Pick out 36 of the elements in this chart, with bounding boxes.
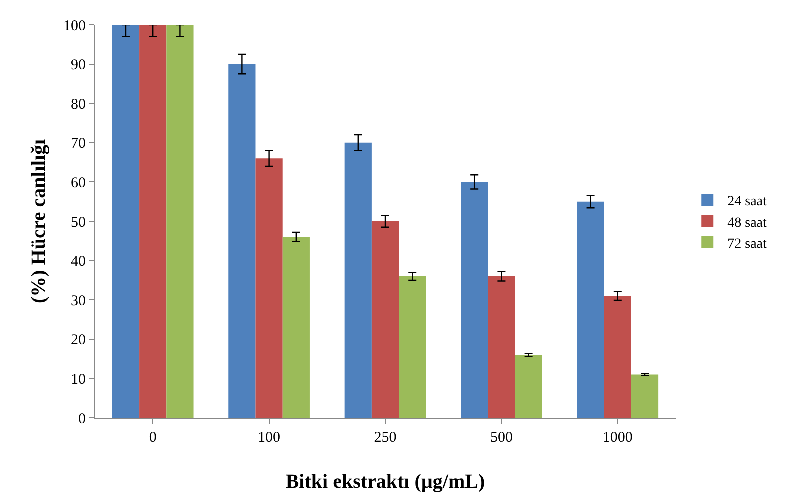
bar [399, 276, 426, 418]
legend-label: 48 saat [728, 216, 767, 231]
y-tick-label: 10 [71, 372, 86, 388]
x-tick-label: 100 [258, 430, 281, 446]
y-axis-title: (%) Hücre canlılığı [28, 139, 50, 304]
bar [372, 222, 400, 418]
bar [488, 276, 516, 418]
y-tick-label: 100 [64, 18, 86, 34]
y-tick-label: 40 [71, 254, 86, 270]
bar [140, 25, 167, 418]
y-tick-label: 90 [71, 58, 86, 74]
bar [344, 142, 372, 418]
bar [228, 64, 256, 418]
x-tick-label: 500 [490, 430, 513, 446]
bar [166, 25, 194, 418]
bar [577, 202, 604, 418]
bar [515, 355, 542, 418]
y-tick-label: 70 [71, 136, 86, 152]
bar [256, 158, 283, 418]
legend-label: 24 saat [728, 194, 767, 210]
bar [461, 182, 488, 418]
y-tick-label: 50 [71, 214, 86, 231]
x-tick-label: 250 [374, 430, 397, 446]
bar [282, 237, 310, 418]
bar [604, 296, 632, 418]
y-tick-label: 80 [71, 96, 86, 113]
x-axis-title: Bitki ekstraktı (µg/mL) [286, 471, 486, 493]
bar [112, 25, 140, 418]
y-tick-label: 20 [71, 332, 86, 349]
x-tick-label: 0 [149, 430, 157, 446]
x-tick-label: 1000 [602, 430, 633, 446]
bar [631, 374, 659, 418]
y-tick-label: 0 [78, 411, 86, 428]
legend-label: 72 saat [728, 236, 767, 252]
y-tick-label: 30 [71, 293, 86, 310]
y-tick-label: 60 [71, 175, 86, 192]
